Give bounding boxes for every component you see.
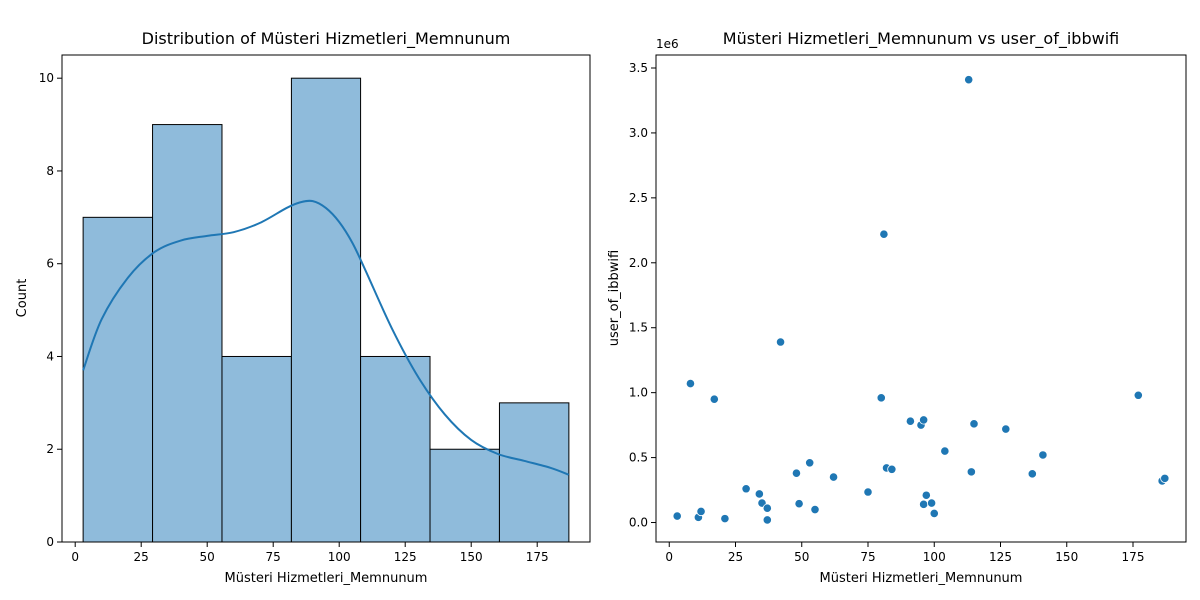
scatter-point xyxy=(887,464,897,474)
scatter-point xyxy=(775,337,786,347)
y-tick-label: 8 xyxy=(46,164,54,178)
scatter-point xyxy=(876,393,886,403)
scatter-point xyxy=(940,446,950,456)
histogram-x-ticks: 0 25 50 75 100 125 150 175 xyxy=(71,542,549,564)
scatter-point xyxy=(863,487,873,497)
scatter-point xyxy=(919,499,929,509)
scatter-point xyxy=(741,484,751,494)
histogram-title: Distribution of Müsteri Hizmetleri_Memnu… xyxy=(142,29,511,49)
x-tick-label: 25 xyxy=(728,550,743,564)
y-tick-label: 10 xyxy=(39,71,54,85)
scatter-point xyxy=(810,504,820,515)
scatter-point xyxy=(926,498,937,508)
y-tick-label: 2 xyxy=(46,442,54,456)
x-tick-label: 50 xyxy=(794,550,809,564)
y-tick-label: 3.0 xyxy=(629,126,648,140)
scatter-point xyxy=(685,378,696,389)
scatter-point xyxy=(929,508,939,519)
scatter-point xyxy=(966,467,976,477)
histogram-bar xyxy=(152,124,223,543)
x-tick-label: 0 xyxy=(665,550,673,564)
x-tick-label: 75 xyxy=(266,550,281,564)
histogram-y-ticks: 0 2 4 6 8 10 xyxy=(39,71,62,549)
y-tick-label: 2.5 xyxy=(629,191,648,205)
y-tick-label: 1.5 xyxy=(629,321,648,335)
scatter-point xyxy=(1038,450,1048,460)
x-tick-label: 175 xyxy=(526,550,549,564)
histogram-bar xyxy=(290,77,362,543)
scatter-point xyxy=(969,419,979,429)
scatter-y-offset-label: 1e6 xyxy=(656,37,679,51)
y-tick-label: 0 xyxy=(46,535,54,549)
x-tick-label: 125 xyxy=(989,550,1012,564)
y-tick-label: 6 xyxy=(46,257,54,271)
scatter-point xyxy=(1160,473,1170,483)
histogram-bar xyxy=(429,448,500,543)
histogram-bar xyxy=(498,402,570,543)
x-tick-label: 75 xyxy=(860,550,875,564)
x-tick-label: 50 xyxy=(200,550,215,564)
scatter-point xyxy=(754,489,764,499)
scatter-point xyxy=(964,75,974,85)
y-tick-label: 1.0 xyxy=(629,386,648,400)
scatter-point xyxy=(762,515,772,525)
scatter-point xyxy=(1001,424,1011,434)
histogram-bar xyxy=(360,355,431,543)
x-tick-label: 25 xyxy=(134,550,149,564)
histogram-x-label: Müsteri Hizmetleri_Memnunum xyxy=(225,571,428,586)
scatter-point xyxy=(672,511,682,521)
y-tick-label: 3.5 xyxy=(629,61,648,75)
histogram-bars xyxy=(82,77,570,543)
x-tick-label: 100 xyxy=(923,550,946,564)
scatter-point xyxy=(709,394,719,404)
y-tick-label: 0.5 xyxy=(629,451,648,465)
x-tick-label: 100 xyxy=(328,550,351,564)
histogram-chart: Distribution of Müsteri Hizmetleri_Memnu… xyxy=(15,29,591,586)
x-tick-label: 150 xyxy=(1055,550,1078,564)
x-tick-label: 125 xyxy=(394,550,417,564)
y-tick-label: 2.0 xyxy=(629,256,648,270)
y-tick-label: 4 xyxy=(46,349,54,363)
scatter-point xyxy=(919,415,929,425)
scatter-point xyxy=(791,468,802,478)
histogram-y-label: Count xyxy=(15,279,30,318)
scatter-point xyxy=(828,472,839,482)
scatter-point xyxy=(905,416,916,426)
scatter-title: Müsteri Hizmetleri_Memnunum vs user_of_i… xyxy=(723,29,1119,49)
histogram-bar xyxy=(82,216,154,543)
scatter-x-label: Müsteri Hizmetleri_Memnunum xyxy=(820,571,1023,586)
scatter-chart: Müsteri Hizmetleri_Memnunum vs user_of_i… xyxy=(607,29,1187,586)
scatter-point xyxy=(1027,469,1037,479)
scatter-axes-frame xyxy=(655,54,1187,543)
scatter-x-ticks: 0 25 50 75 100 125 150 175 xyxy=(665,542,1144,564)
scatter-point xyxy=(696,506,706,517)
scatter-point xyxy=(762,503,772,513)
scatter-point xyxy=(805,458,815,468)
x-tick-label: 150 xyxy=(460,550,483,564)
scatter-point xyxy=(921,490,931,500)
x-tick-label: 0 xyxy=(71,550,79,564)
scatter-point xyxy=(1133,390,1143,400)
y-tick-label: 0.0 xyxy=(629,516,648,530)
scatter-points xyxy=(672,75,1170,525)
kde-curve xyxy=(82,199,570,476)
scatter-point xyxy=(879,229,889,239)
x-tick-label: 175 xyxy=(1122,550,1145,564)
scatter-y-label: user_of_ibbwifi xyxy=(607,250,622,346)
scatter-y-ticks: 0.0 0.5 1.0 1.5 2.0 2.5 3.0 3.5 xyxy=(629,61,656,530)
scatter-point xyxy=(720,514,730,524)
histogram-axes-frame xyxy=(61,54,591,543)
histogram-bar xyxy=(221,355,292,543)
scatter-point xyxy=(794,499,804,509)
